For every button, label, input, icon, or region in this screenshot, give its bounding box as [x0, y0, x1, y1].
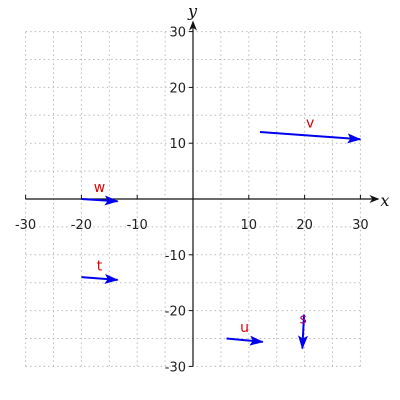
x-tick-label: 20: [296, 218, 313, 233]
axes: [25, 20, 380, 367]
y-tick-label: 10: [169, 137, 186, 152]
vector-label-w: w: [94, 180, 105, 196]
y-tick-label: -20: [165, 305, 186, 320]
y-tick-label: -10: [165, 249, 186, 264]
vector-label-s: s: [300, 312, 307, 328]
vector-label-u: u: [240, 320, 249, 336]
y-axis-title: y: [187, 2, 198, 21]
vector-label-v: v: [306, 116, 314, 132]
vector-v: [259, 131, 362, 144]
x-tick-label: -20: [71, 218, 92, 233]
vector-s: [298, 314, 309, 350]
y-tick-label: -30: [165, 360, 186, 375]
vector-u: [226, 335, 264, 346]
vector-w: [81, 195, 119, 206]
x-tick-label: 10: [241, 218, 258, 233]
vector-t: [81, 273, 119, 284]
vector-label-t: t: [97, 259, 103, 275]
x-axis-title: x: [380, 191, 389, 210]
tick-labels: -30 -20 -10 10 20 30 -30 -20 -10 10 20 30: [15, 26, 369, 376]
y-tick-label: 20: [169, 81, 186, 96]
x-tick-label: -10: [127, 218, 148, 233]
x-tick-label: -30: [15, 218, 36, 233]
vectors: v w t u s: [81, 116, 362, 350]
x-tick-label: 30: [352, 218, 369, 233]
y-tick-label: 30: [169, 26, 186, 41]
